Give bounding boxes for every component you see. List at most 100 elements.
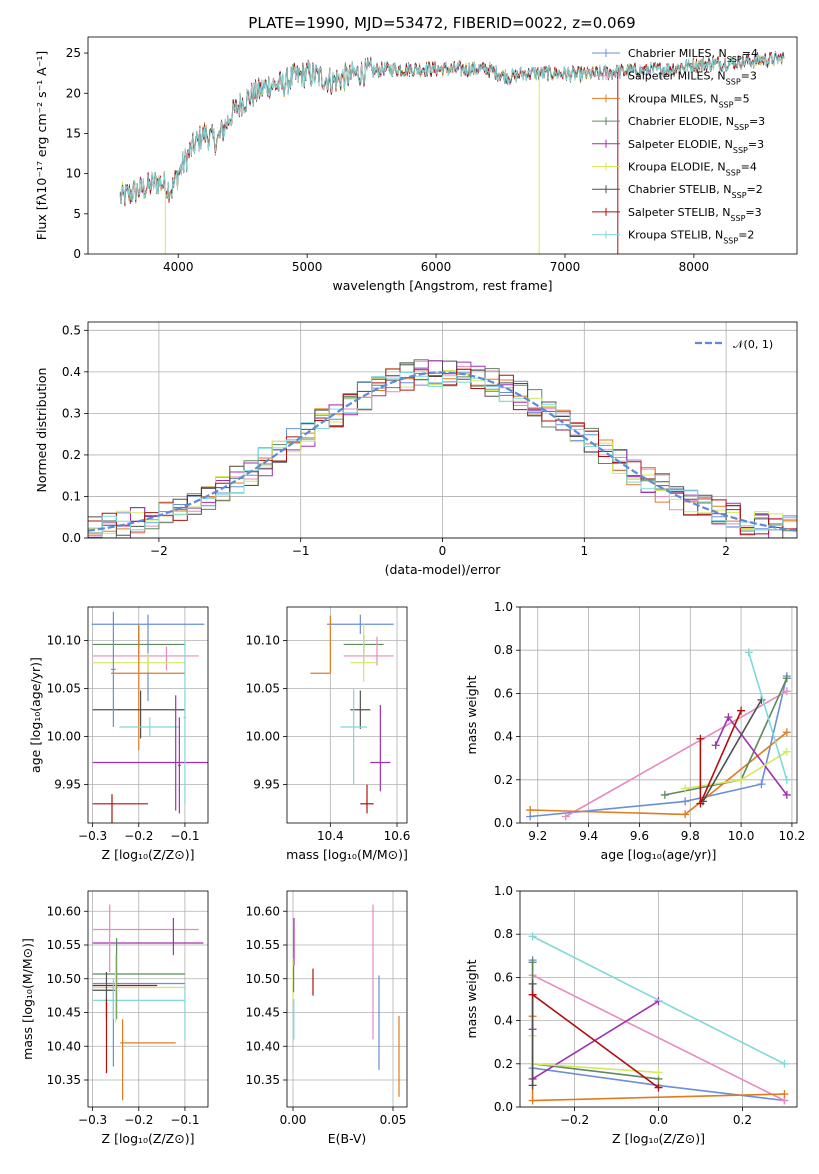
axes-frame	[519, 606, 798, 824]
y-tick-label: 10.55	[47, 938, 81, 952]
mass-weight-marker	[782, 687, 791, 696]
y-tick-label: 0.5	[62, 323, 81, 337]
y-tick-label: 0.8	[494, 643, 513, 657]
x-tick-label: 9.4	[579, 829, 598, 843]
mass-weight-marker	[782, 728, 791, 737]
plot-area	[119, 50, 785, 254]
spectrum-line	[119, 50, 785, 204]
mass-weight-marker	[780, 1090, 789, 1099]
figure-title: PLATE=1990, MJD=53472, FIBERID=0022, z=0…	[248, 14, 635, 32]
legend-label: Kroupa MILES, NSSP=5	[628, 92, 750, 109]
y-tick-label: 0.2	[62, 448, 81, 462]
legend-count: =3	[748, 138, 764, 151]
legend-subscript: SSP	[730, 213, 745, 222]
y-axis-label: Flux [fλ10⁻¹⁷ erg cm⁻² s⁻¹ A⁻¹]	[34, 51, 49, 240]
axes-frame	[87, 606, 209, 824]
x-axis-label: Z [log₁₀(Z/Z⊙)]	[612, 1131, 705, 1146]
mass-weight-line	[532, 974, 785, 1102]
axes-frame	[87, 36, 798, 255]
mass-weight-marker	[654, 1068, 663, 1077]
x-tick-label: 10.2	[779, 829, 806, 843]
mass-weight-marker	[711, 741, 720, 750]
mass-weight-marker	[737, 775, 746, 784]
y-tick-label: 10.50	[47, 972, 81, 986]
legend-subscript: SSP	[726, 168, 741, 177]
mass-weight-marker	[528, 990, 537, 999]
legend-count: =4	[742, 47, 758, 60]
y-tick-label: 10.40	[246, 1039, 280, 1053]
mass-weight-line	[531, 1000, 659, 1081]
plot-area	[88, 359, 797, 538]
y-axis-label: mass weight	[464, 675, 479, 754]
legend-label: Kroupa STELIB, NSSP=2	[628, 229, 754, 246]
histogram-panel: −2 −1 0 1 2 0.0 0.1 0.2 0.3 0.4 0.5 (data-model)/er…	[34, 321, 798, 577]
legend-count: =3	[741, 70, 757, 83]
mass-weight-marker	[681, 797, 690, 806]
axes-frame	[87, 321, 798, 539]
mass-weight-marker	[724, 713, 733, 722]
mass-weight-line	[532, 994, 659, 1089]
x-tick-label: 5000	[292, 260, 323, 274]
y-tick-label: 10.50	[246, 972, 280, 986]
y-tick-label: 0.2	[494, 773, 513, 787]
legend-label: Kroupa ELODIE, NSSP=4	[628, 161, 757, 178]
legend-label: 𝒩(0, 1)	[733, 338, 773, 351]
legend-count: =2	[747, 183, 763, 196]
y-tick-label: 1.0	[494, 600, 513, 614]
y-tick-label: 10.10	[246, 634, 280, 648]
y-tick-label: 9.95	[54, 778, 81, 792]
mass-weight-marker	[654, 1083, 663, 1092]
legend-label: Salpeter STELIB, NSSP=3	[628, 206, 762, 223]
y-axis-label: mass weight	[464, 959, 479, 1038]
x-tick-label: −0.3	[78, 829, 107, 843]
mass-weight-marker	[528, 932, 537, 941]
y-tick-label: 10.55	[246, 938, 280, 952]
x-axis-label: E(B-V)	[328, 1131, 367, 1146]
mass-weight-line	[702, 699, 763, 802]
x-tick-label: 0.0	[649, 1113, 668, 1127]
y-tick-label: 10.05	[47, 682, 81, 696]
mass-weight-marker	[737, 706, 746, 715]
mass-weight-marker	[681, 810, 690, 819]
x-tick-label: −0.1	[170, 1113, 199, 1127]
histogram-step	[88, 360, 797, 538]
y-tick-label: 0.3	[62, 406, 81, 420]
y-tick-label: 0.6	[494, 686, 513, 700]
mass-weight-marker	[660, 790, 669, 799]
y-tick-label: 0.0	[494, 1100, 513, 1114]
x-tick-label: −0.1	[170, 829, 199, 843]
y-tick-label: 0.1	[62, 489, 81, 503]
x-tick-label: 4000	[163, 260, 194, 274]
x-axis-label: Z [log₁₀(Z/Z⊙)]	[102, 847, 195, 862]
normal-curve	[88, 371, 797, 532]
legend-count: =3	[749, 115, 765, 128]
massweight-vs-z-panel: −0.2 0.0 0.2 0.0 0.2 0.4 0.6 0.8 1.0 Z [log₁₀(Z/Z…	[464, 884, 798, 1146]
plot-area	[528, 932, 789, 1105]
mass-vs-z-panel: −0.3 −0.2 −0.1 10.35 10.40 10.45 10.50 10.55 10.…	[20, 890, 209, 1146]
histogram-step	[88, 372, 797, 538]
mass-weight-marker	[780, 1059, 789, 1068]
mass-weight-marker	[561, 812, 570, 821]
x-tick-label: −0.3	[78, 1113, 107, 1127]
legend-subscript: SSP	[726, 77, 741, 86]
y-tick-label: 1.0	[494, 884, 513, 898]
x-tick-label: 0.00	[280, 1113, 307, 1127]
x-tick-label: 9.8	[681, 829, 700, 843]
x-tick-label: 10.0	[728, 829, 755, 843]
y-tick-label: 0.0	[494, 816, 513, 830]
y-tick-label: 0.0	[62, 531, 81, 545]
legend-subscript: SSP	[732, 191, 747, 200]
legend-subscript: SSP	[727, 55, 742, 64]
legend-subscript: SSP	[718, 100, 733, 109]
axes-frame	[286, 890, 408, 1108]
axes-frame	[519, 890, 798, 1108]
x-tick-label: 9.6	[630, 829, 649, 843]
y-tick-label: 25	[66, 46, 81, 60]
y-axis-label: Normed distribution	[34, 368, 49, 493]
mass-weight-marker	[528, 1096, 537, 1105]
y-tick-label: 10.00	[47, 730, 81, 744]
x-tick-label: 8000	[679, 260, 710, 274]
x-tick-label: −0.2	[124, 829, 153, 843]
spectrum-panel: 4000 5000 6000 7000 8000 0 5 10 15 20 25 wavelength…	[34, 36, 798, 293]
